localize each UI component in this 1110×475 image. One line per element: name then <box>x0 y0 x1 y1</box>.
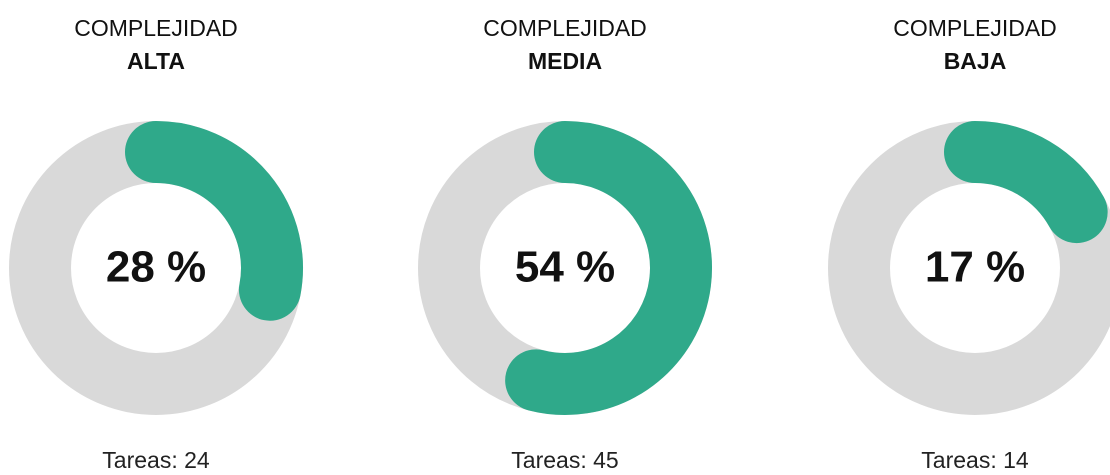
gauge-value: 17 % <box>925 243 1025 292</box>
gauge-title: COMPLEJIDAD <box>893 15 1057 41</box>
gauge-arc <box>505 121 712 415</box>
gauge-value: 54 % <box>515 243 615 292</box>
gauge-subtitle: MEDIA <box>528 48 602 74</box>
gauge-value: 28 % <box>106 243 206 292</box>
gauge-subtitle: ALTA <box>127 48 185 74</box>
gauge-subtitle: BAJA <box>944 48 1007 74</box>
gauge-title: COMPLEJIDAD <box>74 15 238 41</box>
gauge-note: Tareas: 24 <box>102 447 210 473</box>
gauge-note: Tareas: 45 <box>511 447 618 473</box>
gauge-title: COMPLEJIDAD <box>483 15 647 41</box>
gauge-arc <box>944 121 1108 244</box>
gauge-note: Tareas: 14 <box>921 447 1029 473</box>
gauge-arc <box>125 121 303 321</box>
